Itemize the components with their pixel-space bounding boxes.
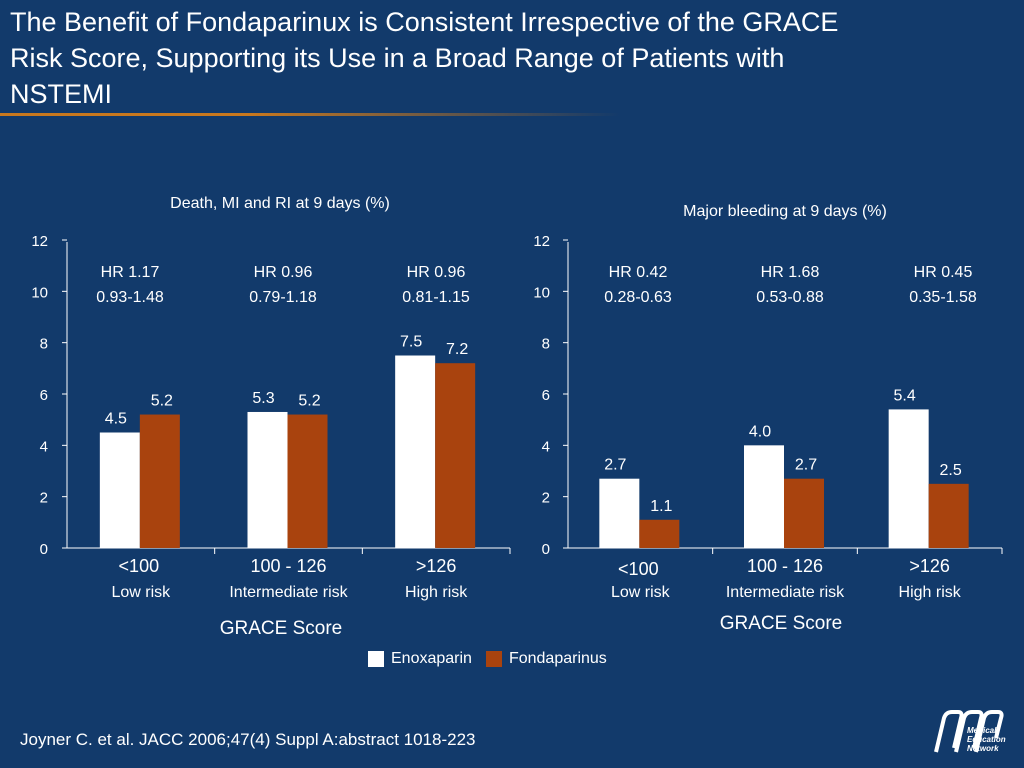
- chart2-category-sublabel: Intermediate risk: [726, 584, 845, 601]
- chart1-hr-ci-label: 0.81-1.15: [402, 289, 470, 306]
- chart2-bar-enoxaparin: [599, 478, 640, 548]
- chart2-category-sublabel: High risk: [899, 584, 962, 601]
- chart1-data-label: 5.2: [298, 393, 320, 410]
- chart1-hr-label: HR 0.96: [407, 264, 466, 281]
- chart2-hr-ci-label: 0.28-0.63: [604, 289, 672, 306]
- chart1-category-sublabel: High risk: [405, 584, 468, 601]
- chart2-hr-label: HR 1.68: [761, 264, 820, 281]
- chart1-bar-enoxaparin: [395, 355, 436, 548]
- chart2-hr-label: HR 0.42: [609, 264, 668, 281]
- chart2-data-label: 5.4: [894, 387, 916, 404]
- chart1-y-tick-label: 2: [40, 490, 48, 507]
- chart2-y-tick-label: 4: [542, 438, 550, 455]
- chart1-y-tick-label: 6: [40, 387, 48, 404]
- chart1-data-label: 4.5: [105, 411, 127, 428]
- chart1-y-tick-label: 8: [40, 336, 48, 353]
- logo-text: Medical Education Network: [967, 726, 1006, 753]
- chart1-bar-fondaparinus: [435, 363, 476, 548]
- chart1-y-tick-label: 4: [40, 438, 48, 455]
- legend: Enoxaparin Fondaparinus: [368, 650, 621, 668]
- chart1-hr-label: HR 0.96: [254, 264, 313, 281]
- chart2-category-label: >126: [909, 556, 950, 576]
- chart1-bar-enoxaparin: [247, 411, 288, 548]
- chart1-data-label: 5.2: [151, 393, 173, 410]
- legend-label-enoxaparin: Enoxaparin: [391, 650, 472, 667]
- chart2-category-sublabel: Low risk: [611, 584, 671, 601]
- chart2-y-tick-label: 12: [533, 233, 550, 250]
- chart1-y-tick-label: 10: [31, 284, 48, 301]
- chart1-hr-ci-label: 0.79-1.18: [249, 289, 317, 306]
- chart2-bar-fondaparinus: [639, 519, 680, 548]
- chart2-category-label: 100 - 126: [747, 556, 823, 576]
- chart2-y-tick-label: 10: [533, 284, 550, 301]
- chart2-bar-fondaparinus: [784, 478, 824, 548]
- legend-item-fondaparinus: Fondaparinus: [485, 650, 607, 668]
- chart1-x-axis-title: GRACE Score: [220, 618, 342, 639]
- chart1-bar-enoxaparin: [99, 432, 140, 548]
- chart2-data-label: 2.5: [940, 462, 962, 479]
- chart2-title: Major bleeding at 9 days (%): [683, 203, 887, 220]
- citation: Joyner C. et al. JACC 2006;47(4) Suppl A…: [20, 730, 476, 749]
- chart1-hr-ci-label: 0.93-1.48: [96, 289, 164, 306]
- chart2-hr-label: HR 0.45: [914, 264, 973, 281]
- chart1-category-label: <100: [119, 556, 160, 576]
- chart2-data-label: 2.7: [604, 457, 626, 474]
- chart2-hr-ci-label: 0.53-0.88: [756, 289, 824, 306]
- chart2-hr-ci-label: 0.35-1.58: [909, 289, 977, 306]
- legend-swatch-enoxaparin: [368, 651, 384, 667]
- chart2-x-axis-title: GRACE Score: [720, 613, 842, 634]
- chart2-y-tick-label: 2: [542, 490, 550, 507]
- chart2-y-tick-label: 6: [542, 387, 550, 404]
- chart1-y-tick-label: 0: [40, 541, 48, 558]
- legend-label-fondaparinus: Fondaparinus: [508, 650, 607, 667]
- chart1-y-tick-label: 12: [31, 233, 48, 250]
- chart2-category-label: <100: [618, 559, 659, 579]
- chart1-data-label: 7.2: [446, 341, 468, 358]
- legend-item-enoxaparin: Enoxaparin: [368, 650, 472, 668]
- chart2-y-tick-label: 8: [542, 336, 550, 353]
- chart1-category-label: >126: [416, 556, 457, 576]
- medical-education-network-logo: [934, 710, 1004, 753]
- chart2-data-label: 4.0: [749, 423, 771, 440]
- chart1-category-sublabel: Low risk: [111, 584, 171, 601]
- chart2-bar-fondaparinus: [928, 483, 969, 548]
- chart2-data-label: 2.7: [795, 457, 817, 474]
- chart1-hr-label: HR 1.17: [101, 264, 160, 281]
- legend-swatch-fondaparinus: [485, 651, 502, 667]
- chart2-y-tick-label: 0: [542, 541, 550, 558]
- chart1-bar-fondaparinus: [287, 414, 328, 548]
- chart2-bar-enoxaparin: [744, 445, 784, 548]
- chart1-title: Death, MI and RI at 9 days (%): [170, 195, 390, 212]
- chart1-bar-fondaparinus: [139, 414, 180, 548]
- chart1-category-sublabel: Intermediate risk: [229, 584, 348, 601]
- chart1-data-label: 7.5: [400, 334, 422, 351]
- chart1-data-label: 5.3: [252, 390, 274, 407]
- chart1-category-label: 100 - 126: [250, 556, 326, 576]
- slide-title: The Benefit of Fondaparinux is Consisten…: [10, 7, 839, 109]
- title-underline: [0, 113, 620, 116]
- chart2-data-label: 1.1: [650, 498, 672, 515]
- chart2-bar-enoxaparin: [888, 409, 929, 548]
